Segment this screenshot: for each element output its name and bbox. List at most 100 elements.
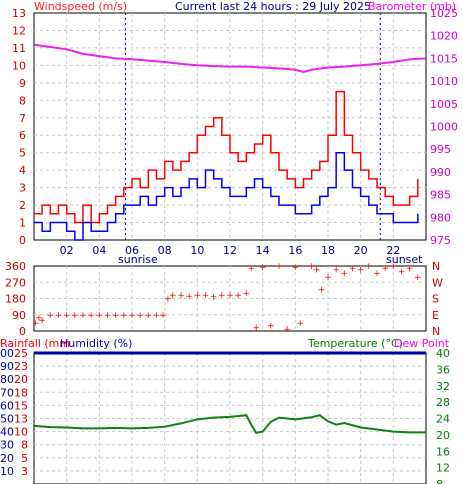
direction-point: + [96, 311, 104, 321]
direction-degree-tick: 90 [12, 309, 26, 322]
rainfall-tick: 20 [14, 373, 28, 386]
direction-point: + [373, 269, 381, 279]
direction-point: + [398, 267, 406, 277]
temp-humidity-panel: 1032053084010501360157018802090231002581… [0, 347, 450, 484]
hour-tick: 02 [60, 244, 74, 257]
direction-point: + [308, 262, 316, 272]
barometer-tick: 980 [430, 211, 451, 224]
direction-compass-tick: S [432, 293, 439, 306]
direction-point: + [234, 291, 242, 301]
dewpoint-label: Dew Point [394, 337, 450, 350]
windspeed-tick: 12 [12, 24, 26, 37]
hour-tick: 10 [190, 244, 204, 257]
direction-point: + [202, 291, 210, 301]
direction-degree-tick: 0 [19, 325, 26, 338]
barometer-label: Barometer (mb) [368, 0, 456, 13]
barometer-tick: 1025 [430, 7, 458, 20]
hour-tick: 06 [125, 244, 139, 257]
barometer-tick: 1000 [430, 121, 458, 134]
direction-point: + [390, 262, 398, 272]
direction-point: + [283, 325, 291, 335]
direction-point: + [128, 311, 136, 321]
direction-point: + [318, 285, 326, 295]
direction-point: + [357, 266, 365, 276]
direction-point: + [324, 273, 332, 283]
direction-point: + [243, 289, 251, 299]
direction-point: + [341, 269, 349, 279]
rainfall-tick: 15 [14, 399, 28, 412]
windspeed-tick: 3 [19, 182, 26, 195]
direction-point: + [252, 323, 260, 333]
temperature-tick: 36 [436, 363, 450, 376]
direction-compass-tick: N [432, 325, 440, 338]
humidity-tick: 100 [0, 347, 14, 360]
direction-compass-tick: W [432, 276, 443, 289]
hour-tick: 20 [354, 244, 368, 257]
windspeed-tick: 11 [12, 42, 26, 55]
temperature-tick: 40 [436, 347, 450, 360]
humidity-tick: 60 [0, 399, 14, 412]
windspeed-tick: 4 [19, 164, 26, 177]
barometer-series-line [33, 43, 427, 74]
direction-point: + [164, 295, 172, 305]
direction-point: + [145, 311, 153, 321]
humidity-tick: 70 [0, 386, 14, 399]
direction-compass-tick: N [432, 260, 440, 273]
humidity-tick: 30 [0, 439, 14, 452]
hour-tick: 18 [321, 244, 335, 257]
temperature-tick: 16 [436, 445, 450, 458]
barometer-tick: 975 [430, 234, 451, 247]
average-series-line [34, 151, 419, 241]
windspeed-tick: 5 [19, 147, 26, 160]
direction-point: + [159, 311, 167, 321]
barometer-tick: 985 [430, 189, 451, 202]
direction-point: + [47, 311, 55, 321]
direction-point: + [292, 263, 300, 273]
rainfall-tick: 13 [14, 413, 28, 426]
windspeed-tick: 10 [12, 59, 26, 72]
direction-point: + [414, 273, 422, 283]
hour-tick: 04 [92, 244, 106, 257]
chart-title: Current last 24 hours : 29 July 2025 [175, 0, 371, 13]
humidity-tick: 80 [0, 373, 14, 386]
temperature-tick: 28 [436, 396, 450, 409]
rainfall-label: Rainfall (mm [0, 337, 70, 350]
humidity-label: Humidity (%) [60, 337, 132, 350]
windspeed-tick: 9 [19, 77, 26, 90]
direction-point: + [365, 262, 373, 272]
humidity-tick: 20 [0, 452, 14, 465]
windspeed-tick: 1 [19, 217, 26, 230]
hour-tick: 12 [223, 244, 237, 257]
temperature-tick: 20 [436, 429, 450, 442]
humidity-tick: 50 [0, 413, 14, 426]
barometer-tick: 1010 [430, 75, 458, 88]
direction-point: + [296, 319, 304, 329]
temperature-tick: 8 [436, 478, 443, 484]
direction-point: + [349, 264, 357, 274]
direction-point: + [275, 262, 283, 272]
barometer-tick: 1020 [430, 30, 458, 43]
direction-point: + [177, 291, 185, 301]
windspeed-tick: 8 [19, 94, 26, 107]
barometer-tick: 1005 [430, 98, 458, 111]
direction-point: + [38, 316, 46, 326]
direction-point: + [63, 311, 71, 321]
sunrise-label: sunrise [118, 253, 158, 266]
direction-point: + [185, 292, 193, 302]
direction-point: + [87, 311, 95, 321]
temperature-tick: 12 [436, 462, 450, 475]
rainfall-tick: 3 [21, 465, 28, 478]
direction-point: + [218, 291, 226, 301]
direction-point: + [153, 311, 161, 321]
temperature-series-line [33, 414, 426, 434]
windspeed-tick: 7 [19, 112, 26, 125]
hour-tick: 14 [256, 244, 270, 257]
windspeed-tick: 6 [19, 129, 26, 142]
direction-point: + [194, 291, 202, 301]
temperature-tick: 32 [436, 380, 450, 393]
direction-point: + [79, 311, 87, 321]
direction-point: + [32, 319, 40, 329]
windspeed-tick: 13 [12, 7, 26, 20]
rainfall-tick: 23 [14, 360, 28, 373]
